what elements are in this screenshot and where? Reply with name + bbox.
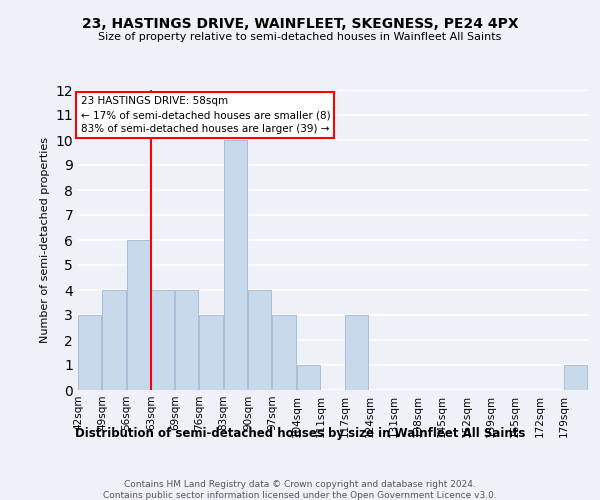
Bar (127, 240, 150, 390)
Text: Size of property relative to semi-detached houses in Wainfleet All Saints: Size of property relative to semi-detach… (98, 32, 502, 42)
Text: Contains HM Land Registry data © Crown copyright and database right 2024.: Contains HM Land Registry data © Crown c… (124, 480, 476, 489)
Text: 23, HASTINGS DRIVE, WAINFLEET, SKEGNESS, PE24 4PX: 23, HASTINGS DRIVE, WAINFLEET, SKEGNESS,… (82, 18, 518, 32)
Bar (224, 140, 247, 390)
Y-axis label: Number of semi-detached properties: Number of semi-detached properties (40, 137, 50, 343)
Bar (248, 290, 271, 390)
Bar (78, 315, 101, 390)
Bar (151, 290, 174, 390)
Bar (345, 315, 368, 390)
Text: Distribution of semi-detached houses by size in Wainfleet All Saints: Distribution of semi-detached houses by … (75, 428, 525, 440)
Text: Contains public sector information licensed under the Open Government Licence v3: Contains public sector information licen… (103, 491, 497, 500)
Bar (296, 365, 320, 390)
Text: 23 HASTINGS DRIVE: 58sqm
← 17% of semi-detached houses are smaller (8)
83% of se: 23 HASTINGS DRIVE: 58sqm ← 17% of semi-d… (80, 96, 330, 134)
Bar (564, 365, 587, 390)
Bar (102, 290, 125, 390)
Bar (199, 315, 223, 390)
Bar (175, 290, 199, 390)
Bar (272, 315, 296, 390)
